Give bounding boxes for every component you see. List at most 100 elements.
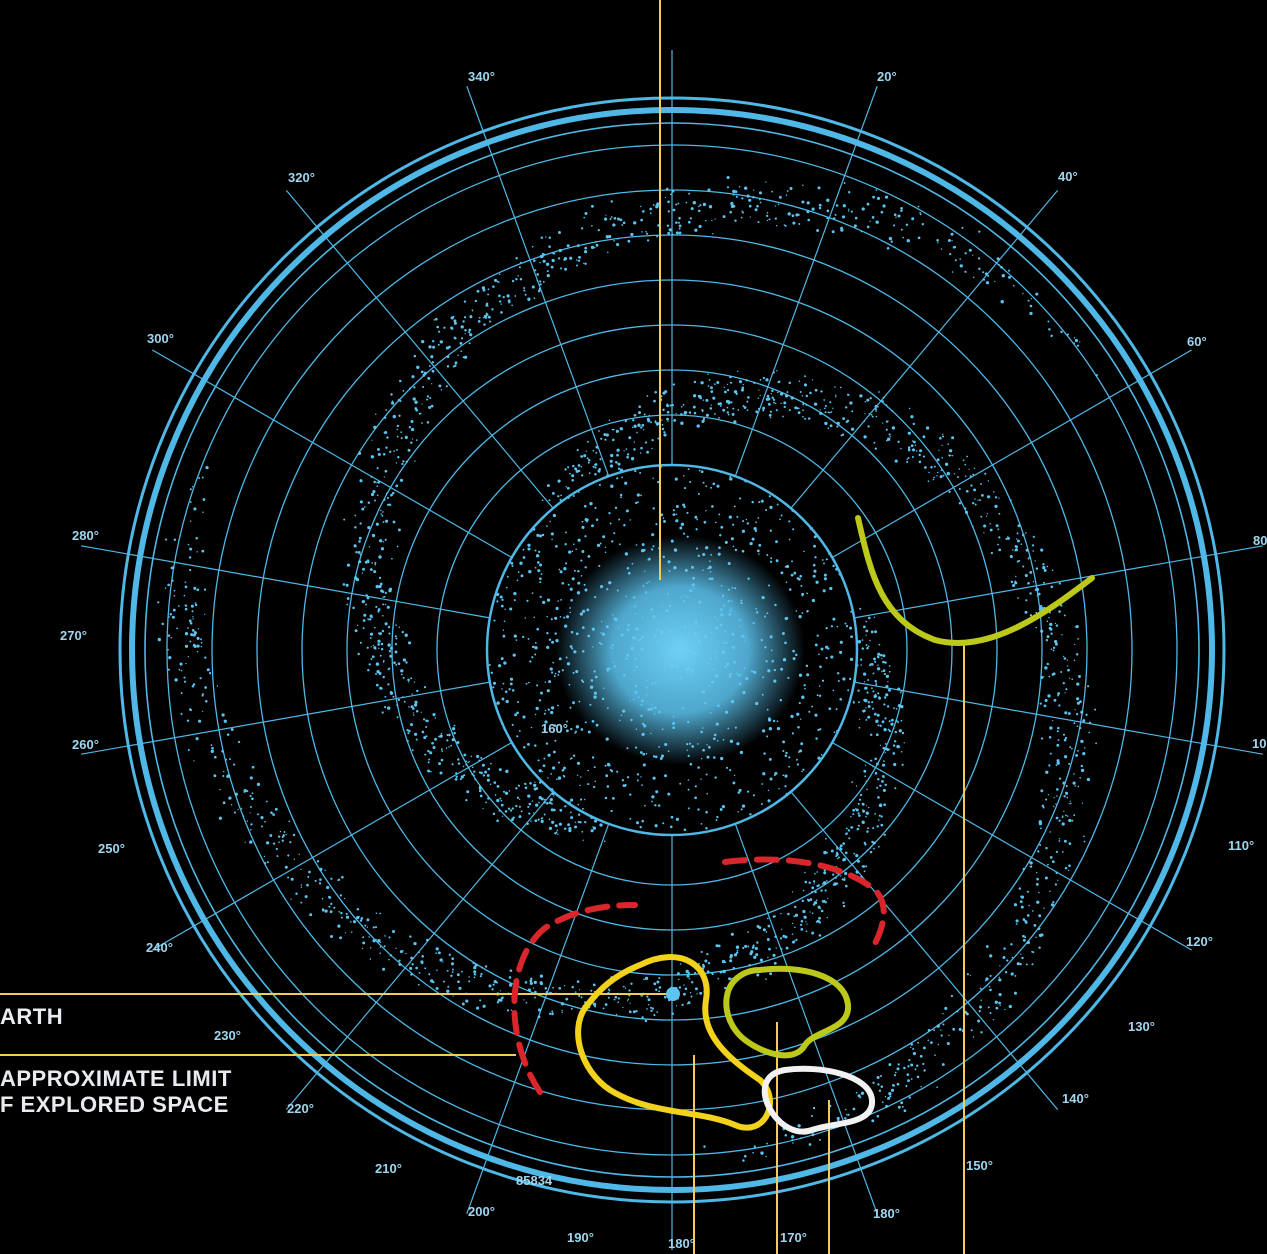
core-star [517,701,519,703]
core-star [587,783,590,786]
star [378,576,382,580]
star [363,613,367,617]
star [881,720,885,724]
star [466,790,470,794]
star [385,519,389,523]
star [755,410,759,414]
star [401,630,404,634]
star [1046,620,1049,623]
core-star [546,645,550,650]
star [889,748,891,750]
star [249,840,253,844]
star [887,680,889,683]
core-star [640,494,642,497]
star [813,883,815,885]
star [842,857,847,862]
star [862,809,864,811]
star [878,1089,882,1092]
star [1080,768,1085,773]
star [553,252,556,255]
star [747,945,750,948]
star [402,658,407,662]
star [1030,865,1033,868]
star [891,426,896,430]
core-star [565,531,567,534]
star [1045,798,1048,801]
star [390,393,393,396]
star [890,722,894,726]
star [1004,971,1008,974]
core-star [836,625,839,628]
core-star [525,682,528,685]
star [355,550,358,554]
core-star [751,500,754,504]
star [1027,557,1030,560]
star [380,513,382,515]
core-star [679,526,683,530]
star [375,522,379,526]
core-star [819,728,822,731]
star [974,503,977,506]
star [537,1008,541,1012]
star [692,201,696,205]
star [937,1024,940,1028]
star [288,820,291,823]
core-star [654,804,657,807]
star-field [157,175,1098,1162]
star [377,610,380,613]
core-star [604,764,607,767]
star [481,966,484,969]
star [834,213,837,216]
star [571,985,574,989]
star [376,494,379,497]
star [604,840,606,842]
core-star [669,826,672,828]
star [402,460,405,463]
star [654,420,657,423]
star [616,453,619,457]
core-star [697,808,700,811]
star [1057,726,1060,730]
star [168,616,170,618]
star [924,466,927,469]
star [382,596,384,598]
star [427,769,431,773]
star [557,479,561,483]
star [717,977,719,980]
star [1016,962,1020,966]
degree-label: 270° [60,628,87,643]
star [733,390,738,394]
star [897,1063,900,1066]
star [453,319,457,323]
star [530,820,532,822]
core-star [797,725,800,729]
star [611,428,614,431]
star [664,390,668,394]
star [536,273,540,276]
star [832,217,836,220]
star [473,966,477,970]
star [1058,704,1061,707]
star [368,663,371,666]
star [387,643,391,647]
star [382,520,385,523]
star [824,404,827,408]
star [1039,604,1043,608]
star [378,555,382,559]
star [345,915,350,919]
star [753,955,757,959]
core-star [517,571,520,573]
star [402,676,405,679]
core-star [635,501,638,505]
core-star [564,562,568,565]
core-star [801,592,805,596]
star [743,1155,746,1157]
star [609,459,613,463]
star [848,208,850,210]
star [625,448,628,450]
core-star [598,483,601,486]
star [191,629,195,632]
star [951,455,954,457]
star [842,904,846,908]
star [1049,831,1051,833]
